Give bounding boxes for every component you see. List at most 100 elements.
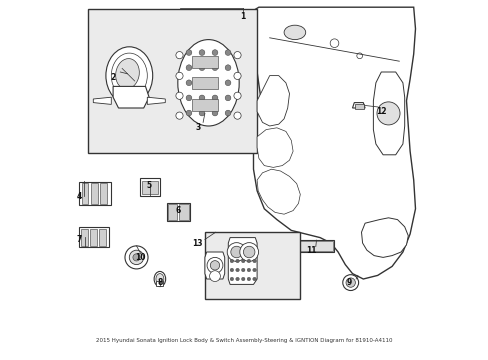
Circle shape [224,50,230,55]
Circle shape [342,275,358,291]
Circle shape [235,259,239,263]
Circle shape [212,110,218,116]
Circle shape [246,268,250,272]
Text: 9: 9 [346,278,351,287]
Bar [99,229,106,246]
Polygon shape [204,252,224,279]
Circle shape [233,112,241,119]
Bar [204,232,300,299]
Bar [178,204,188,220]
Text: 2015 Hyundai Sonata Ignition Lock Body & Switch Assembly-Steering & IGNTION Diag: 2015 Hyundai Sonata Ignition Lock Body &… [96,338,392,343]
Circle shape [199,50,204,55]
Circle shape [241,277,244,281]
Polygon shape [113,86,149,108]
Circle shape [212,95,218,101]
Circle shape [199,80,204,86]
Circle shape [210,261,219,270]
Polygon shape [257,76,289,126]
Bar [79,227,109,247]
Circle shape [227,243,245,261]
Circle shape [252,277,256,281]
Circle shape [235,277,239,281]
Circle shape [212,65,218,71]
Circle shape [199,95,204,101]
Bar [192,99,217,111]
Bar [79,182,111,205]
Bar [88,9,257,153]
Circle shape [346,278,355,287]
Bar [292,240,334,252]
Circle shape [176,92,183,99]
Bar [294,241,333,251]
Circle shape [233,72,241,80]
Text: 2: 2 [110,73,116,82]
Circle shape [186,65,191,71]
Circle shape [186,50,191,55]
Text: 1: 1 [240,12,245,21]
Text: 8: 8 [157,278,162,287]
Circle shape [186,80,191,86]
Text: 4: 4 [76,192,81,201]
Text: 12: 12 [375,107,386,116]
Bar [156,281,163,286]
Circle shape [212,80,218,86]
Circle shape [176,51,183,59]
Polygon shape [228,238,257,284]
Text: 3: 3 [195,123,200,132]
Circle shape [246,277,250,281]
Bar [81,229,88,246]
Circle shape [230,246,242,258]
Circle shape [125,246,148,269]
Text: 11: 11 [305,246,316,255]
Circle shape [176,112,183,119]
Ellipse shape [106,47,152,104]
Polygon shape [247,7,415,279]
Text: 10: 10 [135,253,145,262]
Circle shape [376,102,399,125]
Circle shape [233,51,241,59]
Circle shape [230,259,233,263]
Polygon shape [93,97,111,104]
Bar [140,178,160,196]
Ellipse shape [178,40,239,126]
Text: 6: 6 [175,206,180,215]
Bar [192,56,217,68]
Text: 13: 13 [192,238,203,248]
Circle shape [224,80,230,86]
Bar [142,181,158,194]
Polygon shape [373,72,404,155]
Ellipse shape [284,25,305,40]
Circle shape [246,259,250,263]
Circle shape [252,268,256,272]
Circle shape [209,271,220,282]
Text: 5: 5 [146,181,151,190]
Circle shape [243,246,254,258]
Circle shape [176,72,183,80]
Circle shape [186,95,191,101]
Circle shape [186,110,191,116]
Circle shape [224,95,230,101]
Circle shape [252,259,256,263]
Ellipse shape [154,271,165,287]
Circle shape [133,254,140,261]
Circle shape [199,65,204,71]
Ellipse shape [116,59,139,89]
Polygon shape [147,97,165,104]
Bar [167,203,190,221]
Bar [168,204,177,220]
Bar [91,183,98,204]
Bar [355,104,363,109]
Circle shape [230,277,233,281]
Bar [192,77,217,89]
Circle shape [241,259,244,263]
Ellipse shape [156,274,163,284]
Circle shape [230,268,233,272]
Circle shape [199,110,204,116]
Circle shape [129,250,143,265]
Polygon shape [361,218,407,257]
Circle shape [212,50,218,55]
Circle shape [233,92,241,99]
Circle shape [235,268,239,272]
Circle shape [224,110,230,116]
Circle shape [224,65,230,71]
